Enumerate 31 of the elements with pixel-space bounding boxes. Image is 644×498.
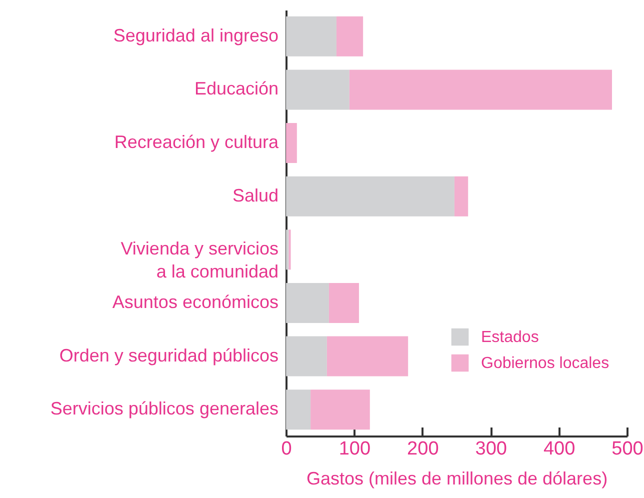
y-tick-label: Educación [194, 78, 278, 99]
y-tick-label: Asuntos económicos [112, 292, 278, 312]
legend-label: Estados [481, 329, 539, 346]
x-axis-title: Gastos (miles de millones de dólares) [306, 468, 608, 488]
x-tick-label: 500 [612, 438, 644, 460]
bar [286, 176, 454, 216]
bar [454, 176, 468, 216]
bar [286, 16, 336, 56]
y-tick-label: Seguridad al ingreso [113, 25, 278, 46]
y-tick-label: Recreación y cultura [114, 132, 280, 152]
bar [326, 336, 408, 376]
y-tick-label: Servicios públicos generales [50, 398, 278, 419]
bar [349, 70, 612, 110]
x-tick-label: 400 [543, 438, 576, 460]
bar [286, 230, 289, 270]
y-tick-label: Vivienda y servicios a la comunidad [120, 238, 278, 282]
bar [286, 336, 327, 376]
bar [328, 282, 359, 323]
x-tick-label: 300 [475, 438, 507, 460]
x-tick-label: 200 [407, 438, 439, 460]
bar [286, 70, 350, 110]
bar [310, 390, 370, 430]
y-tick-label: Orden y seguridad públicos [59, 345, 278, 366]
y-tick-label: Salud [232, 185, 278, 206]
legend-label: Gobiernos locales [481, 355, 610, 372]
bar [286, 282, 329, 323]
bar [286, 390, 311, 430]
x-tick-label: 0 [281, 438, 292, 460]
x-tick-label: 100 [338, 438, 371, 460]
bar [286, 123, 297, 164]
bar [336, 16, 364, 56]
